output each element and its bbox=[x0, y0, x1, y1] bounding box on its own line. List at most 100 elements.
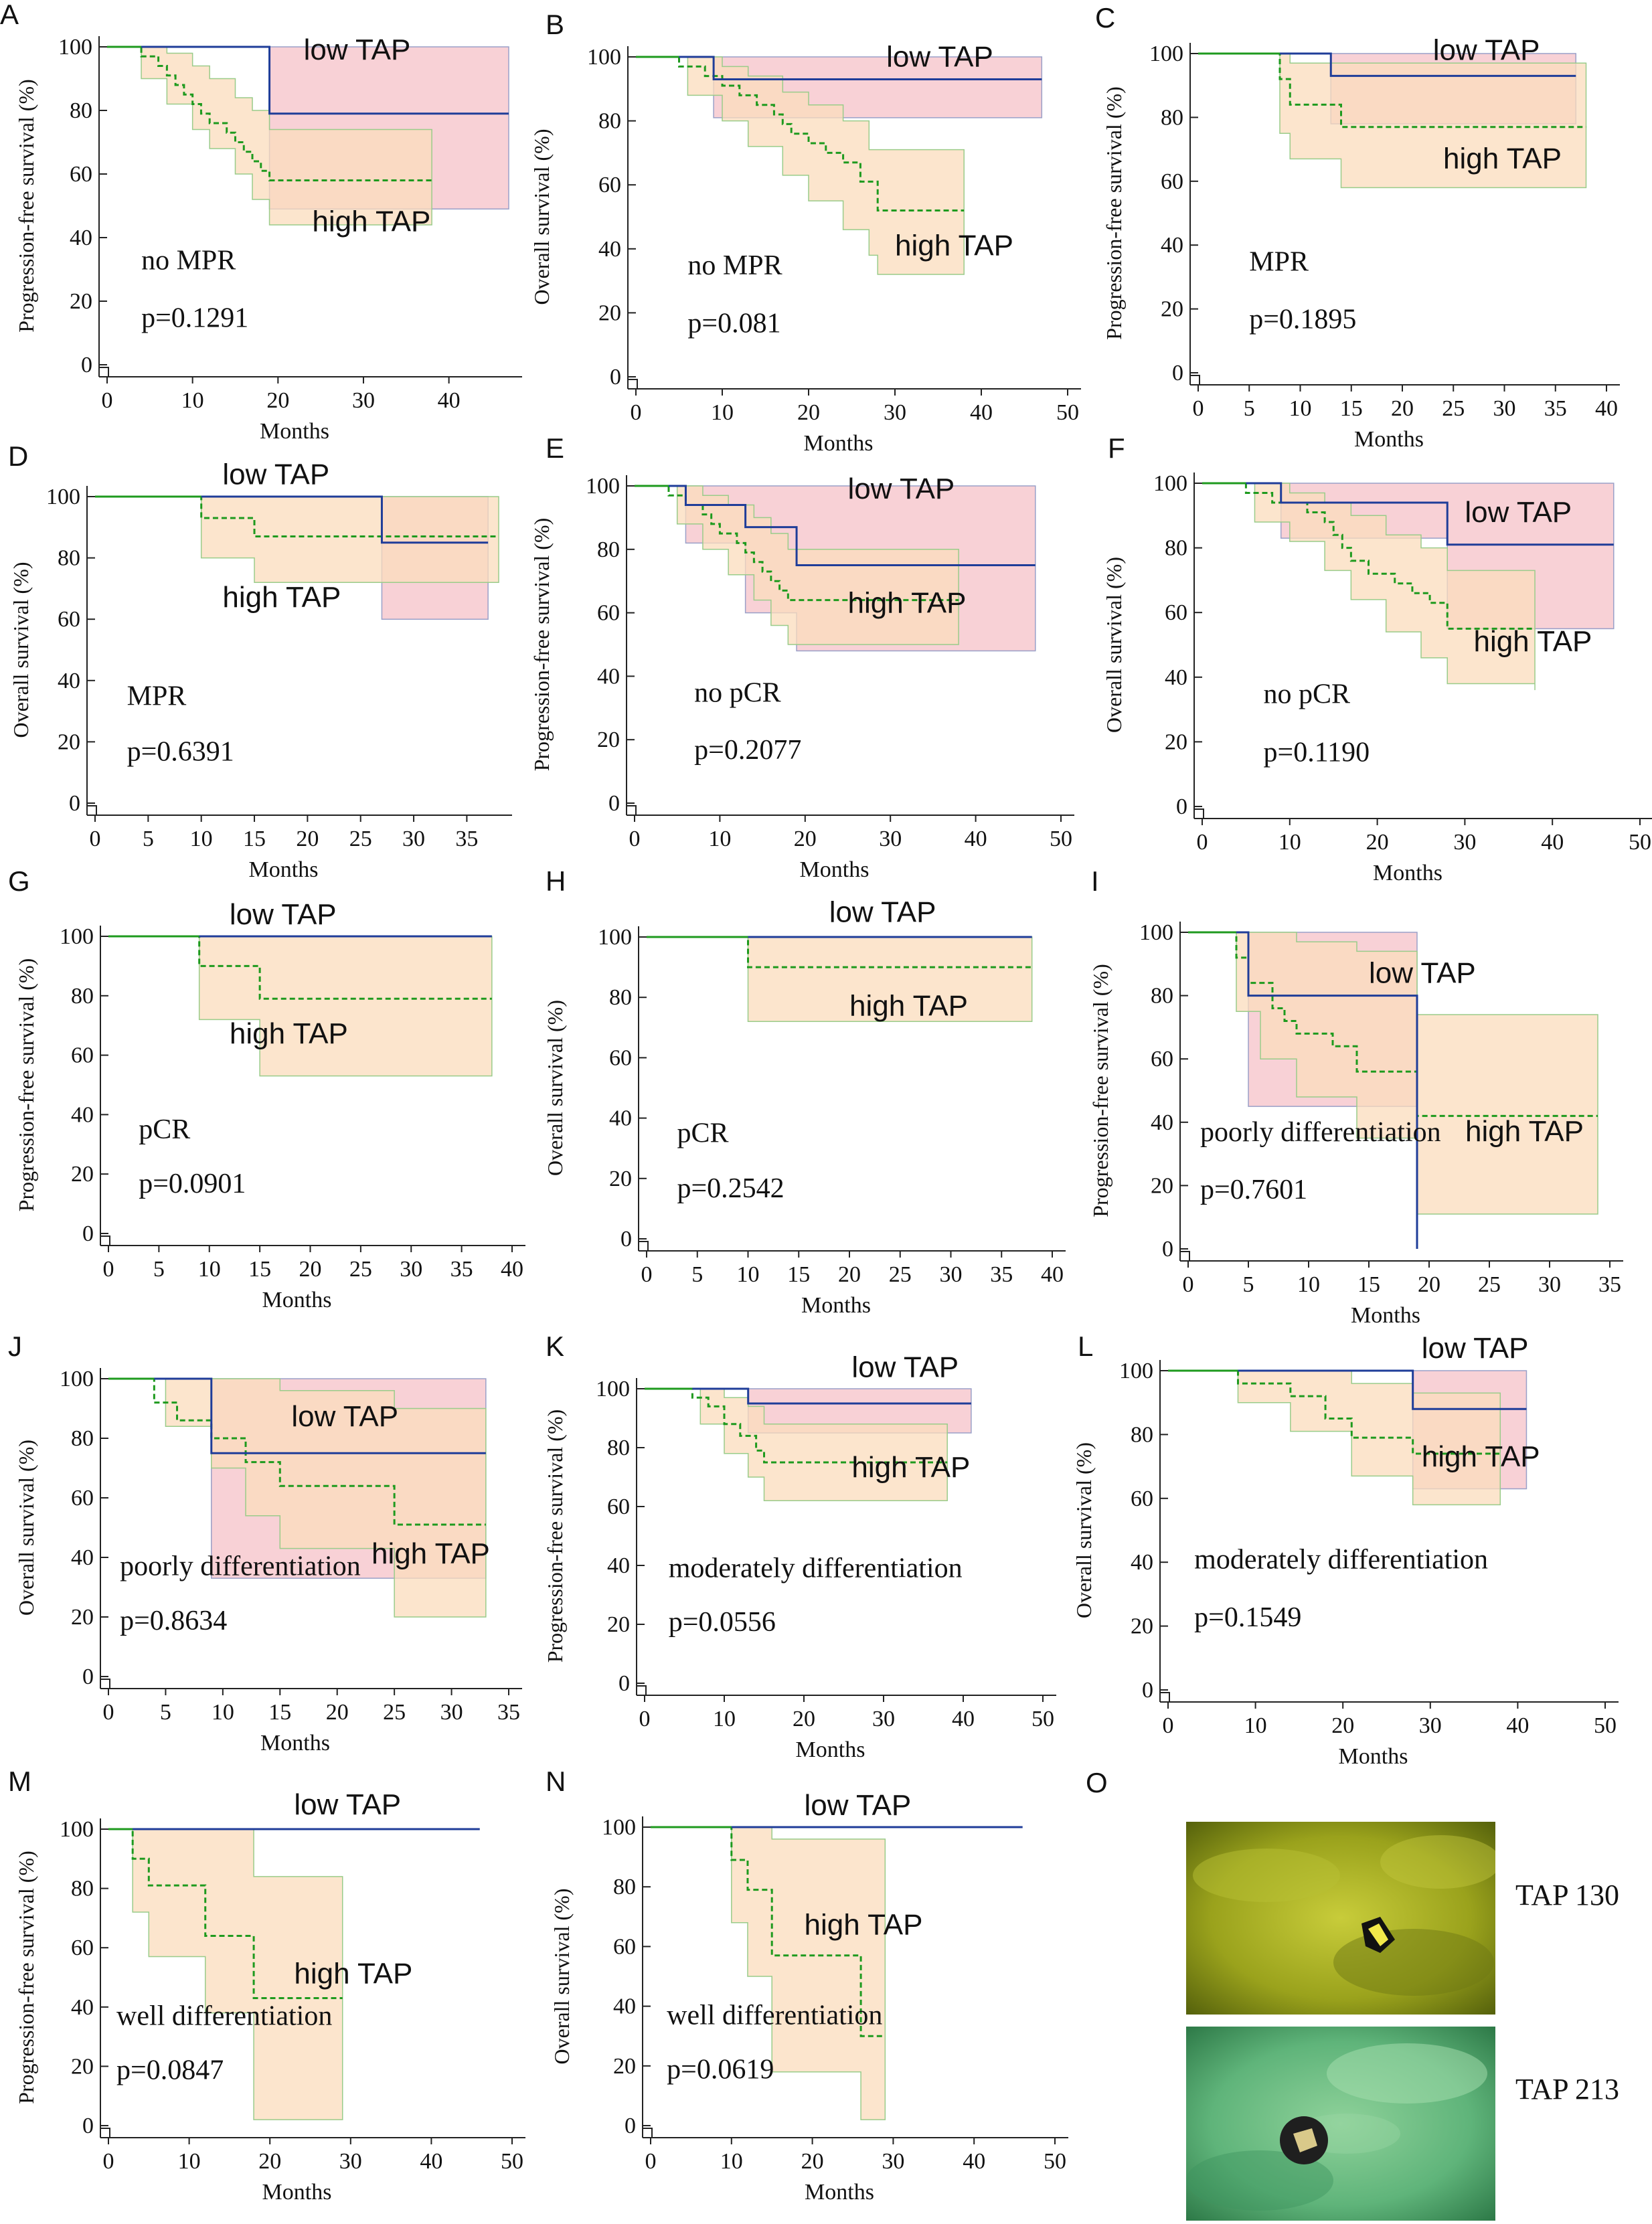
x-axis-label-g: Months bbox=[262, 1288, 332, 1312]
p-value-label-f: p=0.1190 bbox=[1264, 738, 1370, 768]
low-tap-curve-k bbox=[645, 1387, 971, 1405]
y-tick-label-j: 100 bbox=[60, 1367, 94, 1391]
y-tick-label-m: 80 bbox=[71, 1877, 94, 1901]
high-tap-ci-band-b bbox=[636, 56, 965, 275]
y-tick-label-e: 20 bbox=[597, 728, 620, 752]
x-axis-label-b: Months bbox=[804, 431, 874, 456]
y-tick-label-h: 60 bbox=[609, 1045, 632, 1070]
high-tap-label-m: high TAP bbox=[294, 1957, 412, 1990]
high-tap-curve-g bbox=[108, 935, 492, 1000]
y-tick-label-f: 60 bbox=[1165, 600, 1187, 625]
axis-corner-j bbox=[100, 1679, 110, 1689]
x-tick-label-i: 10 bbox=[1297, 1272, 1320, 1297]
high-tap-curve-j bbox=[108, 1377, 486, 1526]
subgroup-label-l: moderately differentiation bbox=[1194, 1545, 1488, 1575]
x-tick-label-d: 0 bbox=[90, 827, 101, 851]
y-tick-label-b: 100 bbox=[587, 45, 621, 70]
x-tick-label-d: 30 bbox=[402, 827, 425, 851]
x-tick-label-a: 10 bbox=[181, 388, 204, 413]
y-tick-label-e: 0 bbox=[608, 791, 620, 816]
x-tick-label-h: 25 bbox=[889, 1262, 912, 1287]
p-value-label-l: p=0.1549 bbox=[1194, 1602, 1301, 1633]
y-axis-label-c: Progression-free survival (%) bbox=[1102, 86, 1126, 340]
x-tick-label-i: 20 bbox=[1418, 1272, 1440, 1297]
high-tap-label-a: high TAP bbox=[312, 205, 430, 238]
y-tick-label-a: 20 bbox=[70, 289, 92, 314]
axis-corner-k bbox=[637, 1685, 647, 1695]
high-tap-curve-n bbox=[651, 1826, 886, 2037]
y-tick-label-j: 80 bbox=[71, 1426, 94, 1451]
y-tick-label-a: 0 bbox=[81, 353, 92, 377]
x-tick-label-g: 0 bbox=[103, 1257, 114, 1282]
x-axis-label-m: Months bbox=[262, 2180, 332, 2205]
y-tick-label-g: 40 bbox=[71, 1102, 94, 1127]
x-tick-label-j: 35 bbox=[497, 1700, 520, 1725]
x-tick-label-j: 5 bbox=[160, 1700, 171, 1725]
high-tap-label-k: high TAP bbox=[851, 1451, 970, 1484]
x-tick-label-m: 20 bbox=[258, 2149, 281, 2174]
chart-k: 0 20 40 60 80 100 0 10 20 30 40 50 Months Progression… bbox=[543, 1331, 1056, 1762]
y-axis-label-k: Progression-free survival (%) bbox=[543, 1409, 567, 1663]
y-tick-label-n: 100 bbox=[602, 1815, 636, 1840]
subgroup-label-n: well differentiation bbox=[667, 2000, 882, 2031]
subgroup-label-g: pCR bbox=[139, 1114, 190, 1145]
x-tick-label-c: 20 bbox=[1391, 396, 1414, 421]
x-tick-label-l: 10 bbox=[1244, 1713, 1267, 1738]
low-tap-label-d: low TAP bbox=[222, 458, 329, 491]
low-tap-label-g: low TAP bbox=[230, 898, 337, 931]
y-tick-label-h: 20 bbox=[609, 1167, 632, 1191]
y-tick-label-d: 80 bbox=[58, 546, 80, 571]
high-tap-label-d: high TAP bbox=[222, 581, 341, 614]
high-tap-curve-a bbox=[107, 46, 432, 181]
x-tick-label-c: 25 bbox=[1442, 396, 1465, 421]
y-tick-label-l: 40 bbox=[1131, 1550, 1153, 1575]
x-tick-label-b: 40 bbox=[970, 400, 993, 425]
y-tick-label-n: 40 bbox=[613, 1994, 636, 2019]
chart-m: 0 20 40 60 80 100 0 10 20 30 40 50 Months Progression… bbox=[8, 1766, 525, 2205]
y-tick-label-l: 80 bbox=[1131, 1422, 1153, 1447]
x-tick-label-b: 10 bbox=[711, 400, 734, 425]
subgroup-label-a: no MPR bbox=[141, 246, 236, 276]
high-tap-ci-band-d bbox=[95, 496, 499, 583]
y-tick-label-h: 100 bbox=[598, 925, 632, 950]
axis-corner-n bbox=[643, 2128, 653, 2138]
high-tap-label-l: high TAP bbox=[1422, 1440, 1540, 1473]
y-tick-label-h: 0 bbox=[621, 1227, 632, 1252]
x-axis-label-c: Months bbox=[1354, 427, 1424, 452]
y-tick-label-b: 60 bbox=[598, 173, 621, 197]
x-tick-label-a: 0 bbox=[102, 388, 113, 413]
y-tick-label-i: 100 bbox=[1139, 920, 1173, 945]
y-axis-label-f: Overall survival (%) bbox=[1102, 557, 1126, 733]
x-tick-label-j: 15 bbox=[268, 1700, 291, 1725]
x-tick-label-m: 40 bbox=[420, 2149, 442, 2174]
chart-c: 0 20 40 60 80 100 0 5 10 15 20 25 30 35 40 Months Progre… bbox=[1095, 2, 1620, 452]
low-tap-label-c: low TAP bbox=[1433, 34, 1540, 67]
y-tick-label-j: 60 bbox=[71, 1486, 94, 1511]
axis-corner-g bbox=[100, 1235, 110, 1246]
y-tick-label-f: 0 bbox=[1176, 794, 1187, 819]
x-tick-label-i: 0 bbox=[1183, 1272, 1194, 1297]
micrograph-tap-130 bbox=[1186, 1822, 1501, 2015]
y-tick-label-a: 80 bbox=[70, 98, 92, 123]
low-tap-label-e: low TAP bbox=[848, 473, 955, 505]
micrograph-tap-213-image bbox=[1186, 2027, 1495, 2221]
subgroup-label-e: no pCR bbox=[694, 677, 781, 708]
p-value-label-n: p=0.0619 bbox=[667, 2055, 774, 2085]
y-tick-label-n: 20 bbox=[613, 2054, 636, 2079]
low-tap-curve-j bbox=[108, 1377, 486, 1454]
x-tick-label-i: 35 bbox=[1598, 1272, 1621, 1297]
axis-corner-l bbox=[1160, 1692, 1170, 1702]
panel-label-i: I bbox=[1091, 865, 1099, 897]
x-tick-label-a: 40 bbox=[438, 388, 461, 413]
p-value-label-i: p=0.7601 bbox=[1200, 1175, 1307, 1205]
x-tick-label-d: 25 bbox=[349, 827, 372, 851]
x-tick-label-h: 10 bbox=[737, 1262, 760, 1287]
chart-g: 0 20 40 60 80 100 0 5 10 15 20 25 30 35 40 Months Progre… bbox=[8, 865, 525, 1312]
y-tick-label-c: 100 bbox=[1149, 41, 1183, 66]
y-tick-label-d: 60 bbox=[58, 607, 80, 632]
y-axis-label-l: Overall survival (%) bbox=[1072, 1442, 1096, 1618]
x-tick-label-j: 10 bbox=[212, 1700, 234, 1725]
y-tick-label-g: 20 bbox=[71, 1162, 94, 1187]
x-axis-label-d: Months bbox=[249, 857, 319, 882]
